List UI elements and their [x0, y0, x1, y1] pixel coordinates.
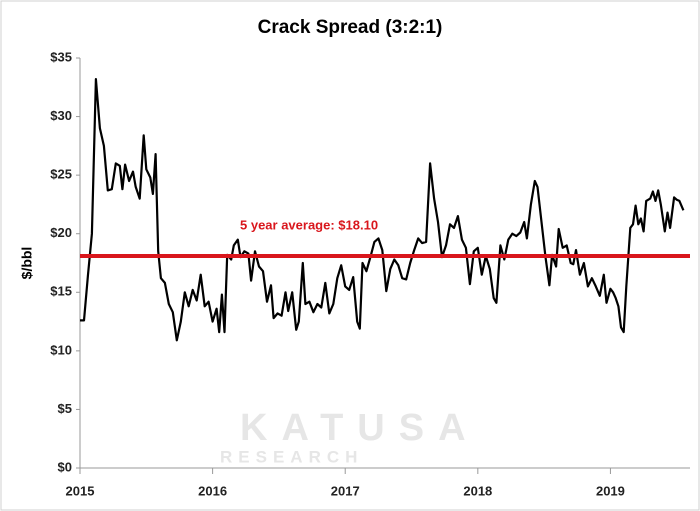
x-tick-label: 2018	[463, 483, 492, 498]
chart-title: Crack Spread (3:2:1)	[258, 17, 443, 38]
x-tick-label: 2016	[198, 483, 227, 498]
x-tick-label: 2015	[66, 483, 95, 498]
y-tick-label: $15	[50, 284, 72, 299]
watermark-sub: RESEARCH	[220, 447, 363, 466]
y-axis-label: $/bbl	[19, 247, 35, 280]
data-line	[80, 78, 685, 342]
y-tick-label: $25	[50, 167, 72, 182]
y-tick-label: $20	[50, 225, 72, 240]
y-tick-label: $30	[50, 108, 72, 123]
y-tick-label: $0	[58, 459, 72, 474]
y-tick-label: $35	[50, 49, 72, 64]
x-tick-label: 2017	[331, 483, 360, 498]
y-tick-label: $5	[58, 401, 72, 416]
watermark: KATUSA	[240, 407, 480, 449]
average-label: 5 year average: $18.10	[240, 217, 378, 232]
x-tick-label: 2019	[596, 483, 625, 498]
y-tick-label: $10	[50, 342, 72, 357]
